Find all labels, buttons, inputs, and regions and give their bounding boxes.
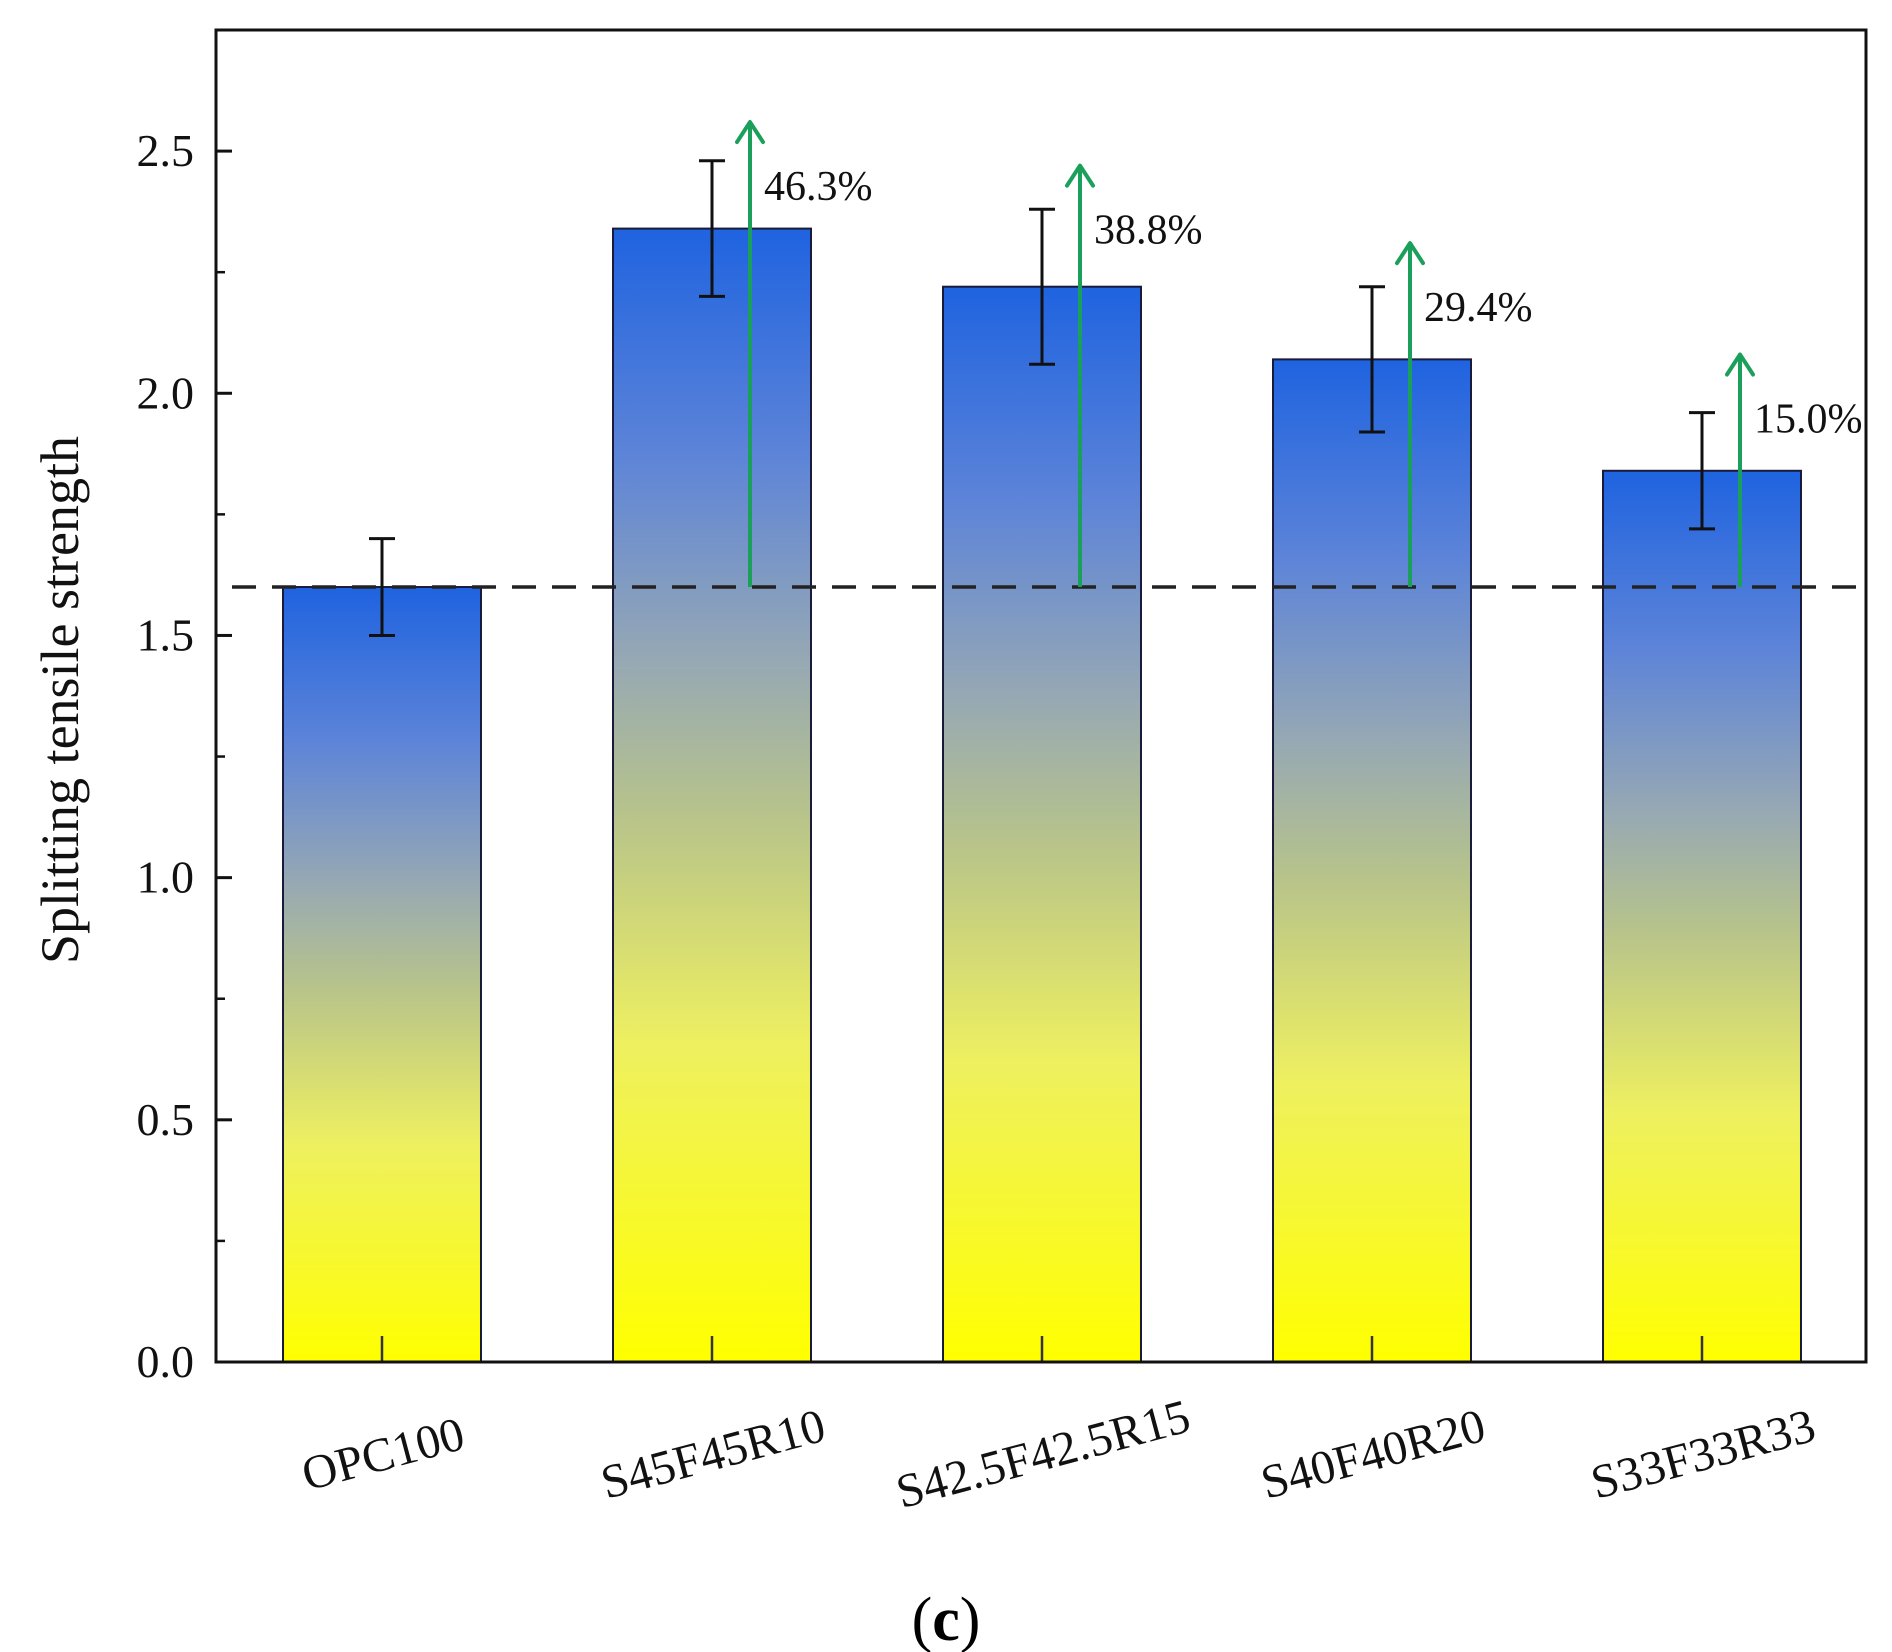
increase-label-2: 38.8%	[1094, 208, 1203, 254]
plot-frame	[214, 28, 1868, 1364]
bar-s42-5f42-5r15	[942, 285, 1142, 1363]
x-tick-label-3: S40F40R20	[1256, 1399, 1491, 1510]
x-tick-label-1: S45F45R10	[596, 1399, 831, 1510]
x-tick-label-2: S42.5F42.5R15	[891, 1390, 1196, 1519]
increase-arrow-head-1	[735, 120, 765, 145]
y-tick-label-1: 0.5	[137, 1094, 195, 1145]
x-tick-label-0: OPC100	[296, 1407, 469, 1501]
y-tick-label-0: 0.0	[137, 1336, 195, 1387]
y-tick-label-5: 2.5	[137, 125, 195, 176]
y-tick-label-2: 1.0	[137, 852, 195, 903]
increase-arrow-head-3	[1395, 241, 1425, 266]
y-axis-title: Splitting tensile strength	[30, 436, 90, 964]
panel-label-open: (	[912, 1586, 933, 1652]
increase-label-3: 29.4%	[1424, 285, 1533, 331]
y-tick-label-4: 2.0	[137, 367, 195, 418]
bar-s40f40r20	[1272, 358, 1472, 1364]
panel-label-close: )	[960, 1586, 981, 1652]
increase-arrow-head-4	[1725, 352, 1755, 377]
bar-s33f33r33	[1602, 469, 1802, 1363]
x-tick-label-4: S33F33R33	[1586, 1399, 1821, 1510]
increase-arrow-head-2	[1065, 163, 1095, 188]
increase-label-1: 46.3%	[764, 164, 873, 210]
panel-label-letter: c	[932, 1586, 960, 1652]
bar-s45f45r10	[612, 227, 812, 1363]
y-tick-label-3: 1.5	[137, 609, 195, 660]
panel-label: (c)	[912, 1586, 981, 1652]
increase-label-4: 15.0%	[1754, 397, 1863, 443]
bar-opc100	[282, 586, 482, 1363]
